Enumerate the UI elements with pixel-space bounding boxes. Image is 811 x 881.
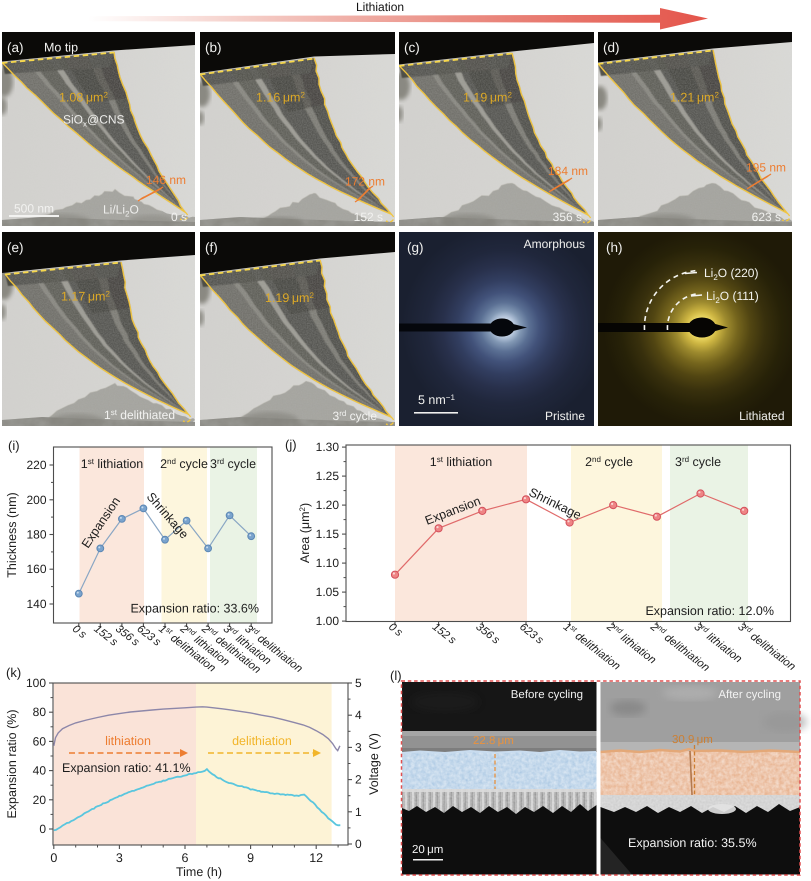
svg-text:Li/Li2O: Li/Li2O — [103, 203, 139, 219]
svg-text:220: 220 — [26, 458, 46, 472]
svg-text:22.8 μm: 22.8 μm — [473, 735, 514, 747]
svg-text:Expansion ratio: 33.6%: Expansion ratio: 33.6% — [130, 602, 259, 616]
svg-text:3rd cycle: 3rd cycle — [675, 455, 721, 469]
svg-text:SiOx@CNS: SiOx@CNS — [63, 113, 125, 129]
svg-text:Expansion ratio (%): Expansion ratio (%) — [5, 709, 19, 818]
svg-text:0 s: 0 s — [70, 623, 89, 641]
svg-text:1.25: 1.25 — [316, 469, 340, 483]
svg-text:Voltage (V): Voltage (V) — [367, 733, 381, 795]
svg-text:80: 80 — [33, 705, 47, 719]
svg-text:Lithiation: Lithiation — [356, 0, 404, 14]
svg-text:5: 5 — [355, 676, 362, 690]
svg-text:Expansion ratio: 41.1%: Expansion ratio: 41.1% — [62, 761, 191, 775]
svg-text:623 s: 623 s — [751, 210, 780, 224]
svg-text:(d): (d) — [603, 40, 620, 55]
svg-text:Pristine: Pristine — [544, 409, 584, 423]
svg-text:0 s: 0 s — [386, 621, 405, 639]
svg-text:(i): (i) — [8, 438, 20, 453]
svg-text:1.15: 1.15 — [316, 527, 340, 541]
svg-text:160: 160 — [26, 562, 46, 576]
svg-text:146 nm: 146 nm — [146, 173, 186, 187]
svg-text:1st lithiation: 1st lithiation — [430, 455, 493, 469]
svg-text:152 s: 152 s — [430, 621, 459, 647]
svg-text:356 s: 356 s — [552, 210, 581, 224]
svg-text:152 s: 152 s — [353, 210, 382, 224]
svg-text:172 nm: 172 nm — [345, 175, 385, 189]
svg-text:1.20: 1.20 — [316, 498, 340, 512]
svg-text:60: 60 — [33, 734, 47, 748]
svg-text:0: 0 — [355, 837, 362, 851]
svg-text:0 s: 0 s — [171, 210, 187, 224]
svg-text:1: 1 — [355, 805, 362, 819]
svg-text:1.08 μm2: 1.08 μm2 — [59, 91, 108, 105]
svg-text:3rd delithiation: 3rd delithiation — [735, 619, 798, 673]
svg-text:delithiation: delithiation — [232, 734, 292, 748]
svg-text:(a): (a) — [7, 40, 24, 55]
svg-text:1.05: 1.05 — [316, 585, 340, 599]
svg-text:1st delithiated: 1st delithiated — [104, 408, 175, 422]
svg-text:(f): (f) — [205, 240, 218, 255]
svg-text:After cycling: After cycling — [718, 689, 781, 701]
svg-text:1.00: 1.00 — [316, 614, 340, 628]
svg-text:Expansion ratio: 35.5%: Expansion ratio: 35.5% — [628, 836, 757, 850]
svg-text:3rd cycle: 3rd cycle — [210, 457, 256, 471]
svg-text:40: 40 — [33, 764, 47, 778]
svg-text:Time (h): Time (h) — [176, 865, 222, 879]
svg-text:(e): (e) — [7, 240, 24, 255]
svg-text:0: 0 — [39, 822, 46, 836]
svg-text:(l): (l) — [390, 668, 402, 683]
svg-text:(g): (g) — [407, 240, 424, 255]
svg-text:Amorphous: Amorphous — [523, 237, 584, 251]
svg-text:500 nm: 500 nm — [14, 202, 54, 216]
svg-text:0: 0 — [50, 851, 57, 865]
svg-text:6: 6 — [182, 851, 189, 865]
svg-text:1.19 μm2: 1.19 μm2 — [265, 291, 314, 305]
svg-text:(h): (h) — [606, 240, 623, 255]
svg-text:100: 100 — [26, 676, 46, 690]
svg-text:1.19 μm2: 1.19 μm2 — [463, 91, 512, 105]
svg-text:(c): (c) — [404, 40, 420, 55]
svg-text:Expansion ratio: 12.0%: Expansion ratio: 12.0% — [645, 604, 774, 618]
svg-text:184 nm: 184 nm — [548, 164, 588, 178]
svg-text:180: 180 — [26, 528, 46, 542]
svg-text:2: 2 — [355, 773, 362, 787]
svg-text:1.16 μm2: 1.16 μm2 — [256, 91, 305, 105]
svg-text:1st lithiation: 1st lithiation — [81, 457, 144, 471]
svg-text:(b): (b) — [205, 40, 222, 55]
svg-text:356 s: 356 s — [113, 623, 142, 649]
svg-text:lithiation: lithiation — [105, 734, 151, 748]
svg-text:623 s: 623 s — [135, 623, 164, 649]
svg-text:4: 4 — [355, 708, 362, 722]
svg-text:1.21 μm2: 1.21 μm2 — [670, 91, 719, 105]
svg-text:1.17 μm2: 1.17 μm2 — [61, 290, 110, 304]
svg-text:9: 9 — [247, 851, 254, 865]
svg-text:(k): (k) — [6, 665, 21, 680]
svg-text:12: 12 — [309, 851, 323, 865]
svg-text:Before cycling: Before cycling — [511, 689, 583, 701]
svg-text:1.30: 1.30 — [316, 440, 340, 454]
svg-text:Li2O (111): Li2O (111) — [706, 289, 759, 305]
svg-text:152 s: 152 s — [91, 623, 120, 649]
svg-text:Lithiated: Lithiated — [739, 409, 784, 423]
svg-text:20 μm: 20 μm — [412, 844, 443, 856]
svg-text:3: 3 — [355, 740, 362, 754]
svg-text:200: 200 — [26, 493, 46, 507]
svg-text:(j): (j) — [285, 437, 297, 452]
svg-text:Thickness (nm): Thickness (nm) — [5, 492, 19, 577]
svg-text:1.10: 1.10 — [316, 556, 340, 570]
svg-text:Mo tip: Mo tip — [44, 41, 78, 55]
svg-text:Li2O (220): Li2O (220) — [704, 266, 758, 282]
svg-text:20: 20 — [33, 793, 47, 807]
svg-text:195 nm: 195 nm — [746, 161, 786, 175]
svg-text:Area (μm2): Area (μm2) — [298, 503, 312, 563]
svg-text:623 s: 623 s — [517, 621, 546, 647]
svg-text:3: 3 — [116, 851, 123, 865]
svg-text:356 s: 356 s — [473, 621, 502, 647]
svg-text:140: 140 — [26, 597, 46, 611]
svg-text:30.9 μm: 30.9 μm — [672, 734, 713, 746]
